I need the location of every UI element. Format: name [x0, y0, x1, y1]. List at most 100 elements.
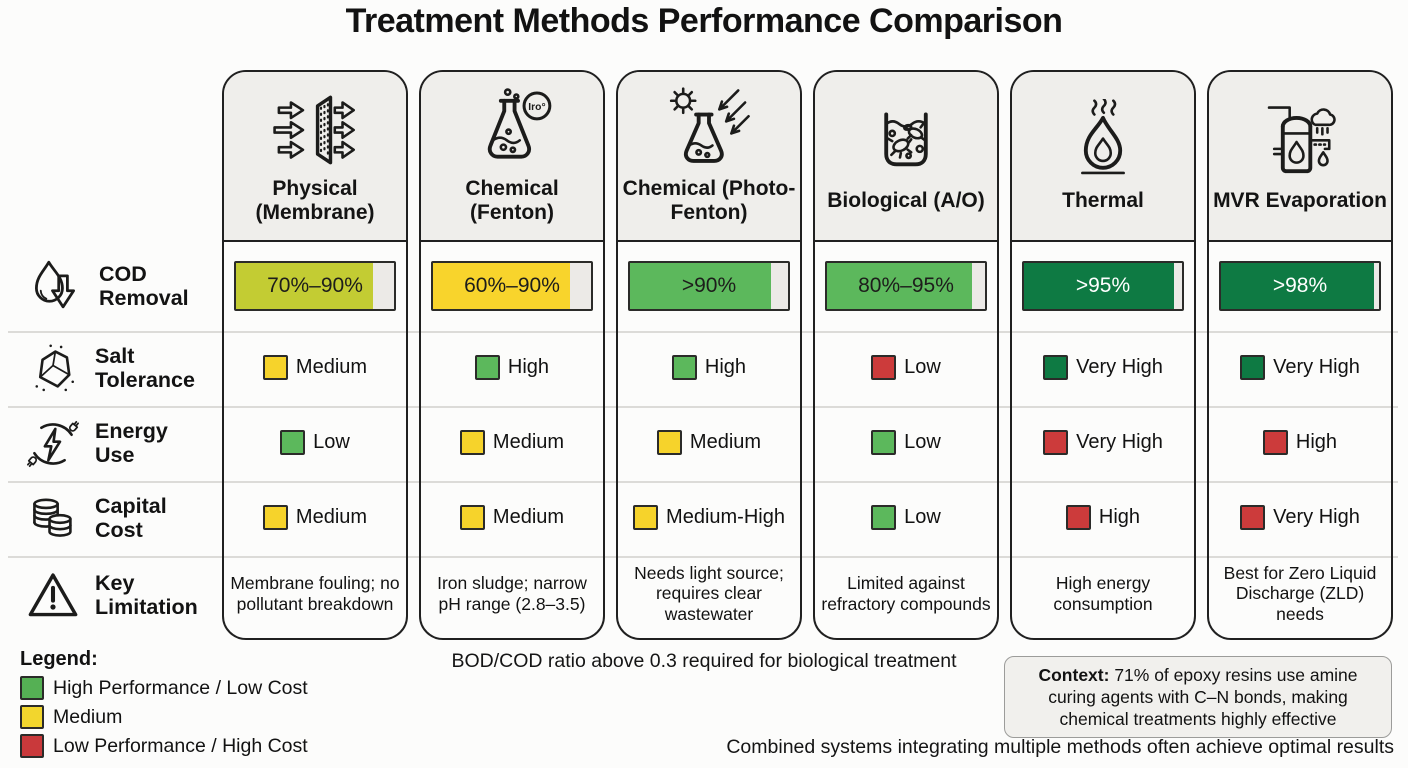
level-text: Low	[904, 506, 941, 528]
legend-chip-green	[20, 676, 44, 700]
level-chip	[280, 430, 306, 455]
limitation-cell: High energy consumption	[1053, 572, 1153, 614]
method-title: Thermal	[1062, 189, 1144, 213]
energy-plug-icon	[27, 420, 79, 467]
cod-bar: >90%	[628, 261, 790, 311]
page-title: Treatment Methods Performance Comparison	[345, 2, 1063, 40]
level-chip	[474, 355, 500, 380]
cod-bar-fill	[433, 263, 571, 309]
level-chip	[1240, 505, 1266, 530]
note-combined-systems: Combined systems integrating multiple me…	[726, 736, 1394, 758]
cod-cell: >98%	[1209, 242, 1391, 330]
legend-chip-yellow	[20, 705, 44, 729]
energy-cell: Very High	[1012, 405, 1194, 480]
salt-cell: High	[421, 330, 603, 405]
legend-item: Low Performance / High Cost	[20, 734, 308, 758]
level-chip	[1043, 355, 1069, 380]
limitation-cell: Best for Zero Liquid Discharge (ZLD) nee…	[1223, 562, 1377, 624]
level-chip	[459, 505, 485, 530]
cod-bar: >95%	[1022, 261, 1184, 311]
level-text: Low	[904, 431, 941, 453]
method-card-chemical-fenton: Iro° Chemical (Fenton) 60%–90% High Medi…	[419, 70, 605, 640]
method-title: Chemical (Fenton)	[465, 177, 559, 224]
cod-bar-label: >90%	[681, 274, 737, 297]
row-label-limitation: Key Limitation	[24, 556, 222, 636]
level-text: Low	[313, 431, 350, 453]
cod-bar: 80%–95%	[825, 261, 987, 311]
level-text: Medium	[492, 506, 565, 528]
cod-bar-fill	[236, 263, 374, 309]
energy-cell: Medium	[421, 405, 603, 480]
energy-cell: High	[1209, 405, 1391, 480]
level-text: Medium-High	[666, 506, 785, 528]
capital-cell: Medium-High	[618, 480, 800, 555]
cod-cell: 60%–90%	[421, 242, 603, 330]
level-chip	[1065, 505, 1091, 530]
iron-badge-label: Iro°	[528, 103, 545, 114]
legend-chip-red	[20, 734, 44, 758]
level-chip	[262, 505, 288, 530]
row-divider	[8, 556, 1398, 558]
microbes-icon	[884, 112, 928, 167]
level-text: Medium	[295, 356, 368, 378]
method-title: Chemical (Photo-Fenton)	[622, 177, 796, 224]
limitation-cell: Needs light source; requires clear waste…	[634, 562, 784, 624]
level-chip	[871, 505, 897, 530]
level-chip	[1262, 430, 1288, 455]
method-card-chemical-photo-fenton: Chemical (Photo-Fenton) >90% High Medium…	[616, 70, 802, 640]
row-divider	[8, 331, 1398, 333]
legend-label: Medium	[53, 705, 123, 728]
salt-cell: Medium	[224, 330, 406, 405]
cod-bar-fill	[827, 263, 973, 309]
level-chip	[871, 430, 897, 455]
method-card-physical-membrane: Physical (Membrane) 70%–90% Medium Low M…	[222, 70, 408, 640]
row-divider	[8, 406, 1398, 408]
method-title: Physical (Membrane)	[255, 177, 375, 224]
level-chip	[871, 355, 897, 380]
cod-bar-fill	[1024, 263, 1175, 309]
legend-item: High Performance / Low Cost	[20, 676, 308, 700]
flask-iron-icon: Iro°	[487, 88, 552, 160]
salt-cell: Very High	[1012, 330, 1194, 405]
capital-cell: High	[1012, 480, 1194, 555]
context-label: Context:	[1038, 665, 1110, 685]
card-header: Chemical (Photo-Fenton)	[618, 72, 800, 242]
cod-bar-fill	[630, 263, 771, 309]
cod-cell: >95%	[1012, 242, 1194, 330]
row-label-salt: Salt Tolerance	[24, 331, 222, 406]
level-text: Medium	[295, 506, 368, 528]
row-label-energy: Energy Use	[24, 406, 222, 481]
energy-cell: Medium	[618, 405, 800, 480]
row-label-cod: COD Removal	[24, 243, 222, 331]
capital-cell: Medium	[421, 480, 603, 555]
card-header: Physical (Membrane)	[224, 72, 406, 242]
context-box: Context: 71% of epoxy resins use amine c…	[1004, 656, 1392, 739]
limitation-cell: Limited against refractory compounds	[821, 572, 991, 614]
card-header: Iro° Chemical (Fenton)	[421, 72, 603, 242]
cod-bar: 60%–90%	[431, 261, 593, 311]
card-header: MVR Evaporation	[1209, 72, 1391, 242]
level-text: High	[1098, 506, 1141, 528]
cod-cell: 70%–90%	[224, 242, 406, 330]
level-text: Low	[904, 356, 941, 378]
level-text: Very High	[1076, 431, 1163, 453]
limitation-cell: Iron sludge; narrow pH range (2.8–3.5)	[437, 572, 587, 614]
cod-bar: 70%–90%	[234, 261, 396, 311]
salt-cell: Low	[815, 330, 997, 405]
level-chip	[633, 505, 659, 530]
energy-cell: Low	[815, 405, 997, 480]
card-header: Thermal	[1012, 72, 1194, 242]
level-text: Very High	[1273, 356, 1360, 378]
level-chip	[671, 355, 697, 380]
level-text: Medium	[689, 431, 762, 453]
salt-crystal-icon	[35, 344, 74, 391]
flask-light-icon	[669, 87, 750, 164]
cod-cell: 80%–95%	[815, 242, 997, 330]
capital-cell: Very High	[1209, 480, 1391, 555]
cod-bar-label: 60%–90%	[464, 274, 560, 297]
salt-cell: Very High	[1209, 330, 1391, 405]
method-card-mvr-evaporation: MVR Evaporation >98% Very High High Very…	[1207, 70, 1393, 640]
legend-label: High Performance / Low Cost	[53, 676, 308, 699]
cod-bar-label: >98%	[1272, 274, 1328, 297]
